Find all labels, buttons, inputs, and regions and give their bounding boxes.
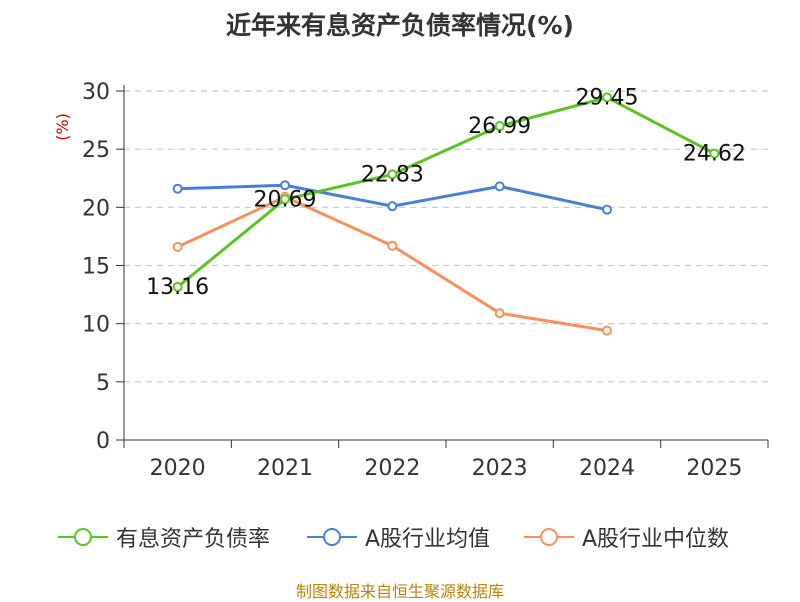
data-point-0 <box>280 194 290 205</box>
data-point-2 <box>494 308 505 319</box>
x-tick-label: 2022 <box>364 456 420 481</box>
series-line-0 <box>176 95 716 289</box>
data-point-1 <box>494 181 505 192</box>
legend-marker-icon <box>307 528 357 546</box>
series-line-2 <box>177 195 608 333</box>
data-label: 13.16 <box>146 275 209 300</box>
legend-item-series-2[interactable]: A股行业中位数 <box>524 520 729 554</box>
source-note: 制图数据来自恒生聚源数据库 <box>295 582 504 601</box>
legend-item-series-0[interactable]: 有息资产负债率 <box>58 520 270 554</box>
data-point-0 <box>602 92 612 103</box>
y-tick-label: 0 <box>96 429 110 454</box>
legend-item-series-1[interactable]: A股行业均值 <box>307 520 490 554</box>
data-point-2 <box>172 241 183 252</box>
data-point-1 <box>602 204 612 215</box>
legend-label: 有息资产负债率 <box>116 527 271 552</box>
legend-label: A股行业均值 <box>365 527 491 552</box>
data-point-2 <box>387 240 398 251</box>
y-tick-label: 20 <box>82 196 110 221</box>
y-tick-label: 30 <box>82 80 110 105</box>
legend-marker-icon <box>524 528 574 546</box>
legend: 有息资产负债率 A股行业均值 A股行业中位数 <box>0 520 800 554</box>
y-tick-label: 10 <box>82 313 110 338</box>
y-axis-unit-label: (%) <box>53 113 72 141</box>
data-point-0 <box>494 121 505 132</box>
x-tick-label: 2021 <box>257 456 313 481</box>
legend-label: A股行业中位数 <box>582 527 730 552</box>
chart-title: 近年来有息资产负债率情况(%) <box>226 11 574 40</box>
data-point-1 <box>172 183 183 194</box>
data-label: 20.69 <box>254 187 317 212</box>
data-label: 22.83 <box>361 162 424 187</box>
series-layer <box>172 92 720 336</box>
data-point-0 <box>387 169 398 180</box>
data-point-2 <box>602 325 612 336</box>
data-point-1 <box>387 201 398 212</box>
data-point-1 <box>280 180 290 191</box>
data-point-0 <box>172 281 183 292</box>
x-tick-label: 2025 <box>686 456 742 481</box>
y-tick-label: 25 <box>82 138 110 163</box>
data-label: 29.45 <box>576 85 639 110</box>
x-tick-label: 2020 <box>150 456 206 481</box>
data-point-0 <box>709 148 720 159</box>
data-label: 26.99 <box>468 114 531 139</box>
legend-marker-icon <box>58 528 108 546</box>
data-label: 24.62 <box>683 142 746 167</box>
x-tick-label: 2023 <box>472 456 528 481</box>
x-tick-label: 2024 <box>579 456 635 481</box>
y-tick-label: 15 <box>82 255 110 280</box>
grid-layer <box>124 90 768 383</box>
y-tick-label: 5 <box>96 371 110 396</box>
label-layer: 13.16 20.69 22.83 26.99 29.45 24.62 <box>146 85 746 300</box>
